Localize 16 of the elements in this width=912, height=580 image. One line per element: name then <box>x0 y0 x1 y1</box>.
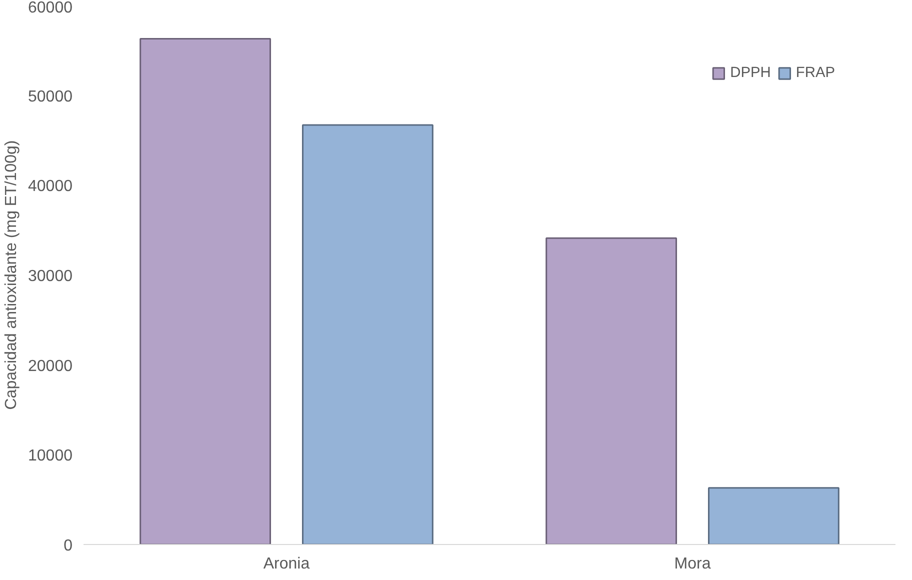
bar <box>302 124 434 544</box>
y-tick-label: 0 <box>64 538 73 554</box>
y-tick-label: 40000 <box>28 178 73 196</box>
y-tick-label: 10000 <box>28 448 73 465</box>
y-tick-label: 20000 <box>28 358 73 375</box>
y-tick-label: 60000 <box>28 0 73 16</box>
x-tick-label: Mora <box>674 556 711 572</box>
bar <box>708 487 840 544</box>
y-tick-label: 50000 <box>28 88 73 106</box>
y-axis-title: Capacidad antioxidante (mg ET/100g) <box>3 140 20 410</box>
legend-label: FRAP <box>796 65 835 81</box>
bar <box>140 38 272 544</box>
x-tick-label: Aronia <box>263 556 310 572</box>
y-tick-label: 30000 <box>28 268 73 285</box>
legend-label: DPPH <box>730 65 771 81</box>
bar <box>546 237 678 544</box>
